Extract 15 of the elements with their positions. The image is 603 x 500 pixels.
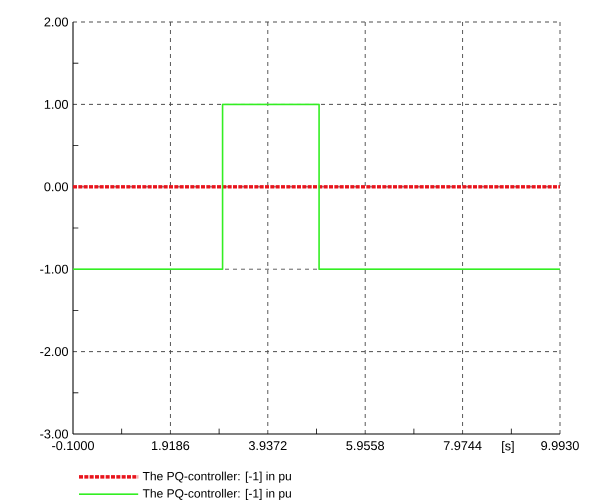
legend-label: The PQ-controller: [-1] in pu [142, 488, 291, 500]
x-tick-label: 1.9186 [152, 441, 190, 450]
x-tick-label: 3.9372 [248, 441, 287, 450]
y-tick-label: 1.00 [44, 100, 68, 109]
y-tick-label: 0.00 [44, 182, 68, 192]
x-tick-label: 5.9558 [346, 441, 384, 450]
legend-label: The PQ-controller: [-1] in pu [142, 472, 291, 483]
y-tick-label: 2.00 [44, 18, 68, 26]
y-tick-label: -3.00 [40, 430, 68, 438]
x-tick-label: 7.9744 [444, 441, 482, 450]
x-axis-title: [s] [502, 441, 514, 453]
y-tick-label: -2.00 [40, 347, 68, 356]
x-tick-label: 9.9930 [541, 441, 579, 450]
x-tick-label: -0.1000 [52, 441, 94, 450]
y-tick-label: -1.00 [40, 264, 68, 274]
